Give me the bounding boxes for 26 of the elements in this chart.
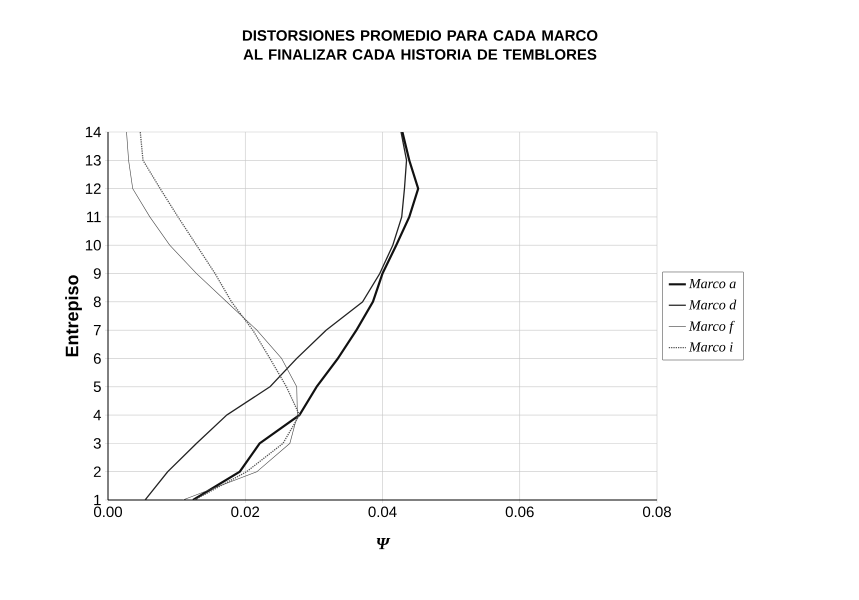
legend-label: Marco i <box>688 342 733 352</box>
y-tick-label: 5 <box>94 382 101 392</box>
y-tick-label: 4 <box>93 410 102 420</box>
y-tick-label: 7 <box>94 324 101 336</box>
y-tick-label: 9 <box>94 268 101 279</box>
y-tick-label: 13 <box>86 154 101 166</box>
x-tick-label: 0.06 <box>506 506 534 518</box>
legend-label: Marco a <box>688 278 736 288</box>
y-tick-label: 1 <box>94 494 101 506</box>
y-tick-label: 2 <box>94 466 101 477</box>
y-tick-label: 8 <box>94 296 101 308</box>
y-axis-title: Entrepiso <box>65 275 82 356</box>
legend-label: Marco d <box>688 300 736 310</box>
y-tick-label: 14 <box>86 126 102 138</box>
x-tick-label: 0.08 <box>642 506 671 518</box>
y-tick-label: 3 <box>94 438 101 449</box>
y-tick-label: 6 <box>94 353 101 364</box>
legend-label: Marco f <box>688 320 735 334</box>
x-axis-title: Ψ <box>376 538 390 550</box>
x-tick-label: 0.00 <box>94 506 122 518</box>
x-tick-label: 0.02 <box>231 506 260 518</box>
y-tick-label: 10 <box>86 240 101 251</box>
y-tick-label: 11 <box>87 212 101 222</box>
y-tick-label: 12 <box>86 183 101 194</box>
chart-title: DISTORSIONES PROMEDIO PARA CADA MARCO AL FINALIZAR CADA HISTORIA DE TEMBLORES <box>242 30 598 60</box>
x-tick-label: 0.04 <box>368 506 397 518</box>
